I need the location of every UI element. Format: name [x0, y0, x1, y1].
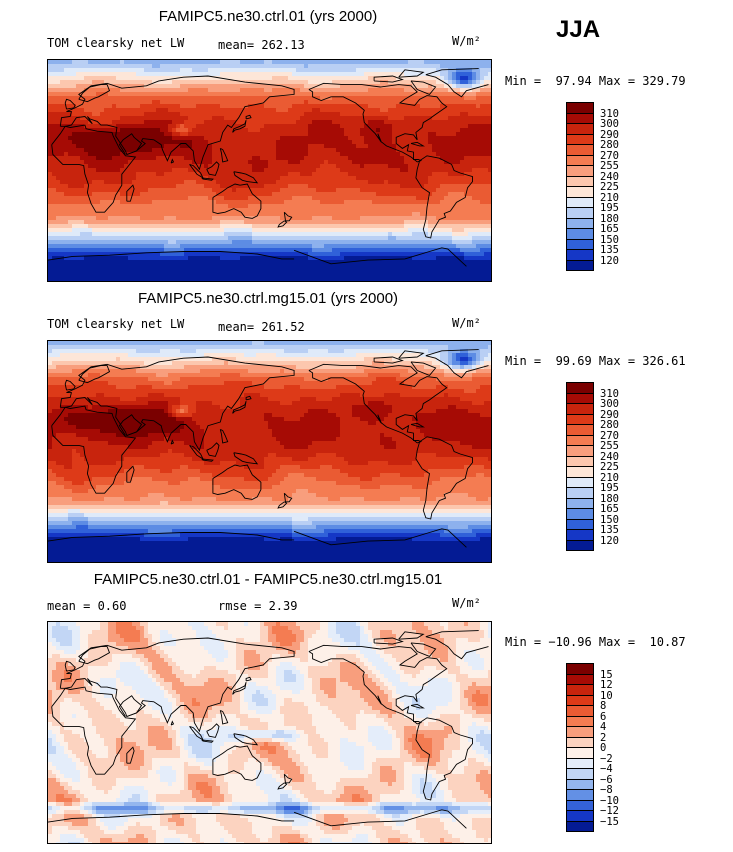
panel-1-minmax: Min = 97.94 Max = 329.79	[505, 74, 686, 88]
colorbar-tick-label: 225	[600, 461, 619, 473]
colorbar-tick-label: 120	[600, 534, 619, 547]
colorbar-tick-label: 15	[600, 668, 613, 681]
panel-1-title: FAMIPC5.ne30.ctrl.01 (yrs 2000)	[158, 8, 378, 25]
colorbar-tick-label: −12	[600, 805, 619, 817]
colorbar-tick-label: 10	[600, 689, 613, 702]
colorbar-tick-label: 165	[600, 503, 619, 515]
colorbar-swatch	[566, 539, 594, 551]
panel-2-field-label: TOM clearsky net LW	[47, 317, 185, 331]
panel-2-mean: mean= 261.52	[218, 320, 305, 334]
colorbar-tick-label: −6	[600, 773, 613, 786]
panel-1-map	[47, 59, 492, 282]
panel-1-mean: mean= 262.13	[218, 38, 305, 52]
coastlines	[48, 349, 489, 548]
colorbar-tick-label: 2	[600, 731, 607, 744]
panel-1-field-label: TOM clearsky net LW	[47, 36, 185, 50]
colorbar-tick-label: −4	[600, 763, 613, 775]
colorbar-tick-label: 135	[600, 244, 619, 256]
colorbar-tick-label: 270	[600, 149, 619, 162]
season-label: JJA	[556, 16, 601, 43]
panel-3-mean: mean = 0.60	[47, 599, 127, 613]
coastlines	[48, 630, 489, 829]
panel-2-map	[47, 340, 492, 563]
colorbar-tick-label: 165	[600, 223, 619, 235]
panel-1-colorbar	[566, 102, 594, 271]
map-canvas	[48, 60, 491, 281]
colorbar-tick-label: 6	[600, 710, 607, 723]
colorbar-tick-label: 300	[600, 398, 619, 410]
colorbar-swatch	[566, 820, 594, 832]
colorbar-tick-label: 310	[600, 387, 619, 400]
panel-2-title: FAMIPC5.ne30.ctrl.mg15.01 (yrs 2000)	[137, 290, 399, 307]
coastlines	[48, 68, 489, 267]
colorbar-tick-label: 210	[600, 191, 619, 204]
map-canvas	[48, 622, 491, 843]
colorbar-tick-label: 290	[600, 128, 619, 141]
colorbar-tick-label: 280	[600, 419, 619, 431]
colorbar-tick-label: 255	[600, 160, 619, 172]
colorbar-tick-label: 195	[600, 482, 619, 494]
colorbar-tick-label: −10	[600, 794, 619, 807]
panel-1-units: W/m²	[452, 34, 481, 48]
panel-3-map	[47, 621, 492, 844]
colorbar-tick-label: 225	[600, 181, 619, 193]
colorbar-swatch	[566, 259, 594, 271]
panel-3-units: W/m²	[452, 596, 481, 610]
colorbar-tick-label: 180	[600, 212, 619, 225]
colorbar-tick-label: 150	[600, 233, 619, 246]
colorbar-tick-label: 120	[600, 254, 619, 267]
colorbar-tick-label: 270	[600, 429, 619, 442]
panel-3-rmse: rmse = 2.39	[218, 599, 298, 613]
colorbar-tick-label: 135	[600, 524, 619, 536]
colorbar-tick-label: 255	[600, 440, 619, 452]
panel-3-minmax: Min = −10.96 Max = 10.87	[505, 635, 686, 649]
panel-3-colorbar	[566, 663, 594, 832]
colorbar-tick-label: −8	[600, 784, 613, 796]
colorbar-tick-label: 150	[600, 513, 619, 526]
colorbar-tick-label: −2	[600, 752, 613, 765]
colorbar-tick-label: 210	[600, 471, 619, 484]
panel-2-units: W/m²	[452, 316, 481, 330]
colorbar-tick-label: 180	[600, 492, 619, 505]
panel-2-minmax: Min = 99.69 Max = 326.61	[505, 354, 686, 368]
colorbar-tick-label: −15	[600, 815, 619, 828]
colorbar-tick-label: 290	[600, 408, 619, 421]
colorbar-tick-label: 310	[600, 107, 619, 120]
panel-3-title: FAMIPC5.ne30.ctrl.01 - FAMIPC5.ne30.ctrl…	[93, 571, 443, 588]
panel-2-colorbar	[566, 382, 594, 551]
colorbar-tick-label: 0	[600, 742, 607, 754]
colorbar-tick-label: 240	[600, 170, 619, 183]
colorbar-tick-label: 280	[600, 139, 619, 151]
colorbar-tick-label: 4	[600, 721, 607, 733]
colorbar-tick-label: 300	[600, 118, 619, 130]
colorbar-tick-label: 8	[600, 700, 607, 712]
colorbar-tick-label: 240	[600, 450, 619, 463]
colorbar-tick-label: 195	[600, 202, 619, 214]
map-canvas	[48, 341, 491, 562]
colorbar-tick-label: 12	[600, 679, 613, 691]
